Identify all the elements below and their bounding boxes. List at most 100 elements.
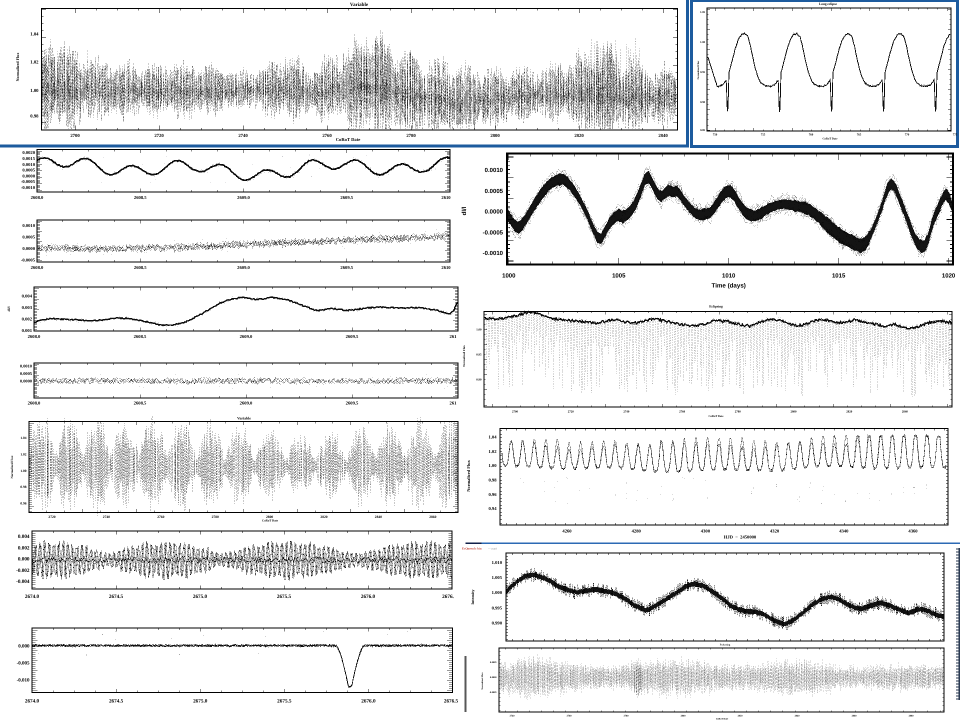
svg-text:0.96: 0.96 [20,502,26,506]
svg-text:2675.0: 2675.0 [193,698,208,704]
svg-text:2820: 2820 [738,715,744,718]
svg-text:2820: 2820 [574,133,584,139]
svg-text:2800: 2800 [791,410,798,414]
svg-text:CoRoT Date: CoRoT Date [716,718,728,720]
svg-text:1.05: 1.05 [700,11,705,14]
svg-text:2609.5: 2609.5 [346,334,359,339]
svg-text:Long eclipse: Long eclipse [819,2,837,6]
svg-text:2608.5: 2608.5 [134,195,147,200]
svg-text:0.0000: 0.0000 [485,209,504,216]
svg-text:1.00: 1.00 [488,463,497,468]
svg-text:0.0000: 0.0000 [20,379,33,384]
svg-text:0.990: 0.990 [492,620,503,625]
svg-text:-0.010: -0.010 [17,677,30,683]
svg-text:2840: 2840 [902,410,909,414]
svg-text:1.04: 1.04 [20,436,26,440]
svg-text:1.04: 1.04 [488,435,497,440]
svg-text:0.0010: 0.0010 [22,223,35,228]
svg-text:-0.004: -0.004 [16,579,30,585]
svg-text:0.003: 0.003 [22,305,33,310]
svg-text:HJD − 2450000: HJD − 2450000 [724,535,757,540]
svg-text:1.02: 1.02 [488,449,497,454]
svg-text:2860: 2860 [852,715,858,718]
svg-text:Time (days): Time (days) [712,283,746,290]
svg-text:2840: 2840 [375,515,382,519]
svg-text:0.0005: 0.0005 [20,371,33,376]
svg-text:2675.5: 2675.5 [277,698,292,704]
svg-text:2675.0: 2675.0 [193,594,208,600]
svg-text:2760: 2760 [157,515,164,519]
svg-text:2608.5: 2608.5 [134,334,147,339]
svg-text:2780: 2780 [624,715,630,718]
svg-text:1.00: 1.00 [700,41,705,44]
svg-text:Normalized Flux: Normalized Flux [697,60,700,79]
svg-text:0.000: 0.000 [18,557,30,563]
svg-text:2608.5: 2608.5 [134,401,147,406]
svg-text:-0.0010: -0.0010 [21,185,36,190]
svg-text:0.0005: 0.0005 [22,168,35,173]
svg-text:2608.5: 2608.5 [134,265,147,270]
svg-text:261: 261 [450,334,458,339]
svg-text:0.000: 0.000 [18,643,30,649]
svg-text:-0.002: -0.002 [16,568,30,574]
svg-text:0.95: 0.95 [700,71,705,74]
svg-text:2720: 2720 [154,133,164,139]
svg-text:CoRoT Date: CoRoT Date [823,138,839,141]
svg-text:0.90: 0.90 [476,377,482,381]
svg-text:0.002: 0.002 [18,545,30,551]
svg-text:Normalized Flux: Normalized Flux [481,672,484,690]
svg-text:2609.0: 2609.0 [240,401,253,406]
svg-text:Pulsating: Pulsating [720,644,731,647]
svg-text:2609.0: 2609.0 [237,265,250,270]
svg-text:Intensity: Intensity [470,589,475,604]
svg-text:Variable: Variable [350,2,369,8]
svg-text:4360: 4360 [908,529,918,534]
svg-text:2609.0: 2609.0 [240,334,253,339]
svg-text:1015: 1015 [832,273,846,280]
svg-text:0.0020: 0.0020 [22,150,35,155]
svg-text:0.0005: 0.0005 [490,661,497,664]
svg-text:dl/l: dl/l [461,206,468,215]
svg-text:Normalized Flux: Normalized Flux [462,345,466,367]
svg-text:CoRoT Date: CoRoT Date [262,519,279,523]
svg-text:2676.0: 2676.0 [361,698,376,704]
svg-text:2674.0: 2674.0 [25,698,40,704]
svg-text:0.98: 0.98 [488,478,497,483]
svg-text:1.02: 1.02 [30,60,39,66]
svg-text:0.0010: 0.0010 [20,364,33,369]
svg-text:2608.0: 2608.0 [31,195,44,200]
svg-text:2800: 2800 [266,515,273,519]
svg-text:2720: 2720 [48,515,55,519]
svg-text:0.0000: 0.0000 [22,246,35,251]
svg-text:0.0000: 0.0000 [490,676,497,679]
svg-text:2860: 2860 [429,515,436,519]
svg-text:2700: 2700 [70,133,80,139]
svg-text:2674.5: 2674.5 [109,698,124,704]
svg-text:0.0015: 0.0015 [22,156,35,161]
svg-text:2800: 2800 [490,133,500,139]
svg-text:2820: 2820 [320,515,327,519]
svg-text:2780: 2780 [406,133,416,139]
svg-text:4300: 4300 [701,529,711,534]
svg-text:0.95: 0.95 [476,352,482,356]
svg-text:Eclipsing: Eclipsing [709,305,723,309]
svg-text:775: 775 [953,133,958,137]
svg-text:1.000: 1.000 [492,590,503,595]
svg-text:750: 750 [713,133,718,137]
svg-text:-0.0005: -0.0005 [483,229,504,236]
svg-text:2610: 2610 [441,265,451,270]
svg-text:0.0010: 0.0010 [485,167,504,174]
svg-text:-0.0010: -0.0010 [483,250,504,257]
svg-text:0.0010: 0.0010 [22,162,35,167]
svg-text:0.002: 0.002 [22,317,33,322]
svg-text:2610: 2610 [441,195,451,200]
svg-text:2800: 2800 [681,715,687,718]
svg-text:261: 261 [450,401,458,406]
svg-text:2674.5: 2674.5 [109,594,124,600]
svg-text:1.00: 1.00 [30,88,39,94]
svg-text:2740: 2740 [623,410,630,414]
svg-text:2675.5: 2675.5 [277,594,292,600]
svg-text:2676.: 2676. [442,594,454,600]
svg-text:4280: 4280 [632,529,642,534]
svg-text:0.98: 0.98 [30,114,39,120]
